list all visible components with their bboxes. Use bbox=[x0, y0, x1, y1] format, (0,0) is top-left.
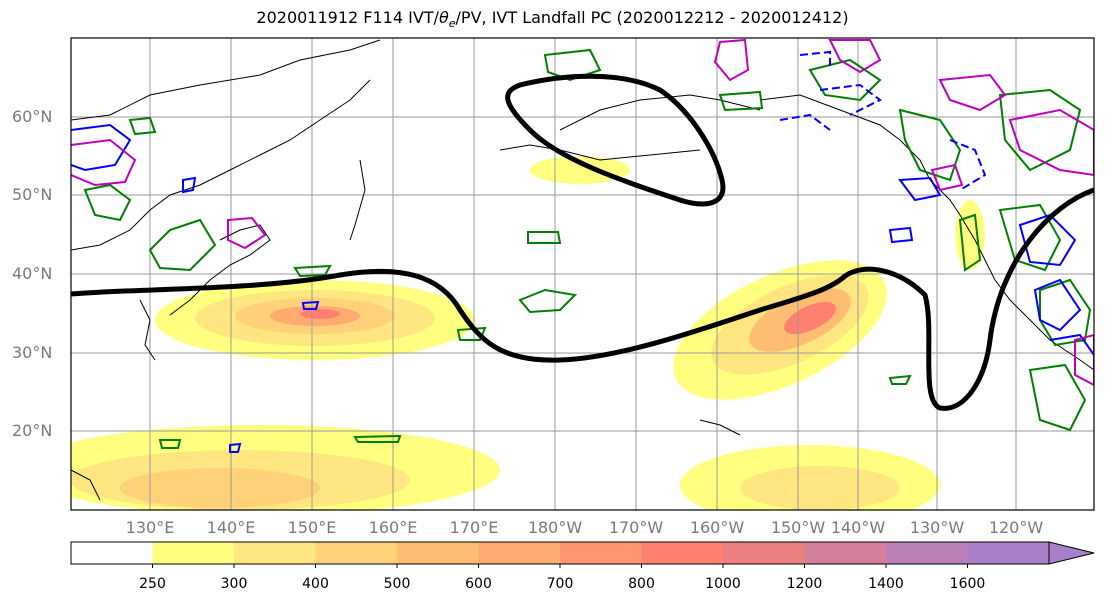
map-title: 2020011912 F114 IVT/θe/PV, IVT Landfall … bbox=[256, 8, 849, 31]
pv-contours bbox=[71, 50, 1094, 453]
colorbar-segment bbox=[641, 542, 724, 564]
colorbar-segment bbox=[234, 542, 316, 564]
map-frame bbox=[70, 37, 1095, 511]
colorbar-tick-label: 800 bbox=[628, 576, 655, 592]
colorbar-tick-label: 1000 bbox=[705, 576, 741, 592]
colorbar-segment bbox=[886, 542, 968, 564]
colorbar-segment bbox=[315, 542, 398, 564]
coastline bbox=[71, 39, 1094, 501]
colorbar-tick-label: 700 bbox=[546, 576, 574, 592]
colorbar-tick-label: 500 bbox=[383, 576, 411, 592]
colorbar-tick-label: 400 bbox=[302, 576, 329, 592]
colorbar-extend-arrow bbox=[1048, 541, 1095, 565]
colorbar-segment bbox=[560, 542, 642, 564]
colorbar-tick-label: 1200 bbox=[786, 576, 823, 592]
lat-label-50n: 50°N bbox=[12, 185, 53, 204]
colorbar-segment bbox=[152, 542, 235, 564]
colorbar-tick-label: 300 bbox=[220, 576, 248, 592]
lat-label-30n: 30°N bbox=[12, 343, 53, 362]
lat-label-40n: 40°N bbox=[12, 264, 53, 283]
colorbar-tick-label: 1400 bbox=[868, 576, 904, 592]
colorbar-tick-label: 1600 bbox=[949, 576, 986, 592]
lon-label-180w: 180°W bbox=[527, 518, 583, 537]
colorbar-segment bbox=[967, 542, 1050, 564]
lon-label-160e: 160°E bbox=[368, 518, 418, 537]
colorbar-segment bbox=[71, 542, 153, 564]
colorbar-tick-label: 600 bbox=[465, 576, 492, 592]
colorbar-segment bbox=[397, 542, 479, 564]
lon-label-170w: 170°W bbox=[608, 518, 664, 537]
lon-label-170e: 170°E bbox=[449, 518, 499, 537]
theta-e-contours bbox=[83, 48, 1092, 449]
colorbar bbox=[70, 541, 1095, 568]
lon-label-140w: 140°W bbox=[830, 518, 886, 537]
colorbar-segment bbox=[478, 542, 561, 564]
graticule bbox=[71, 38, 1094, 510]
magenta-contours bbox=[71, 38, 1094, 387]
lon-label-140e: 140°E bbox=[206, 518, 256, 537]
colorbar-segment bbox=[804, 542, 887, 564]
colorbar-tick-label: 250 bbox=[139, 576, 166, 592]
landfall-pc-contour bbox=[71, 73, 1094, 411]
lon-label-130e: 130°E bbox=[125, 518, 175, 537]
lon-label-150e: 150°E bbox=[287, 518, 337, 537]
lon-label-120w: 120°W bbox=[988, 518, 1044, 537]
colorbar-segment bbox=[723, 542, 805, 564]
lon-label-150w: 150°W bbox=[770, 518, 826, 537]
lat-label-60n: 60°N bbox=[12, 107, 53, 126]
lat-label-20n: 20°N bbox=[12, 421, 53, 440]
ivt-shading bbox=[71, 156, 985, 510]
lon-label-160w: 160°W bbox=[689, 518, 745, 537]
lon-label-130w: 130°W bbox=[909, 518, 965, 537]
